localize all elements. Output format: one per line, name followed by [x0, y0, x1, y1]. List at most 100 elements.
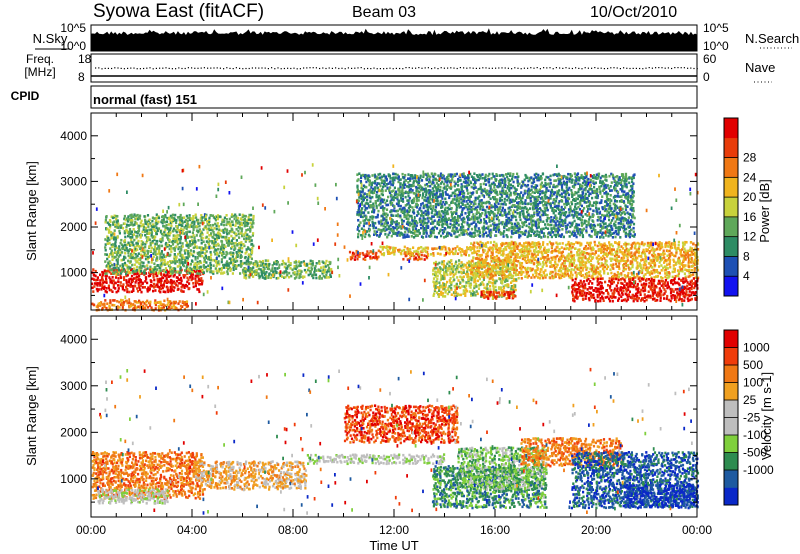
- data-cell: [274, 267, 277, 270]
- data-cell: [589, 244, 592, 247]
- data-cell: [123, 231, 126, 235]
- data-cell: [544, 250, 547, 253]
- data-cell: [169, 268, 172, 271]
- nave-point: [200, 67, 202, 69]
- data-cell: [96, 284, 99, 287]
- data-cell: [559, 256, 562, 259]
- data-cell: [592, 272, 595, 276]
- data-cell: [495, 279, 498, 283]
- data-cell: [492, 244, 495, 247]
- data-cell: [443, 254, 446, 257]
- data-cell: [156, 285, 159, 288]
- data-cell: [560, 257, 563, 261]
- data-cell: [157, 305, 160, 308]
- data-cell: [506, 255, 509, 259]
- data-cell: [200, 248, 203, 252]
- data-cell: [138, 274, 141, 278]
- data-cell: [647, 271, 650, 274]
- data-cell: [209, 264, 212, 267]
- data-cell: [264, 259, 267, 262]
- data-cell: [146, 281, 149, 285]
- data-cell: [374, 175, 377, 178]
- data-cell: [533, 241, 536, 245]
- data-cell: [320, 277, 323, 280]
- data-cell: [267, 275, 270, 278]
- data-cell: [201, 254, 204, 258]
- data-cell: [161, 239, 164, 242]
- data-cell: [212, 230, 215, 234]
- data-cell: [521, 265, 525, 269]
- data-cell: [513, 257, 516, 261]
- data-cell: [620, 245, 623, 248]
- data-cell: [163, 279, 167, 283]
- data-cell: [498, 272, 501, 275]
- data-cell: [651, 288, 654, 292]
- data-cell: [218, 232, 221, 236]
- data-cell: [199, 234, 202, 238]
- data-cell: [143, 302, 146, 305]
- data-cell: [579, 271, 582, 275]
- data-cell: [616, 242, 619, 245]
- data-cell: [222, 256, 225, 259]
- data-cell: [129, 277, 132, 281]
- data-cell: [677, 277, 681, 281]
- data-cell: [185, 234, 188, 238]
- data-cell: [625, 289, 628, 293]
- data-cell: [468, 264, 471, 267]
- data-cell: [484, 244, 487, 247]
- data-cell: [163, 230, 166, 234]
- data-cell: [462, 250, 465, 253]
- data-cell: [514, 271, 517, 275]
- data-cell: [241, 262, 244, 265]
- nave-point: [290, 67, 292, 70]
- data-cell: [129, 244, 132, 247]
- data-cell: [200, 218, 203, 221]
- nave-point: [101, 68, 103, 70]
- data-cell: [541, 243, 545, 246]
- data-cell: [607, 284, 610, 287]
- data-cell: [501, 282, 504, 285]
- data-cell: [303, 275, 306, 279]
- data-cell: [481, 271, 484, 274]
- data-cell: [147, 225, 150, 228]
- data-cell: [94, 269, 97, 273]
- data-cell: [649, 294, 652, 298]
- data-cell: [481, 257, 484, 261]
- data-cell: [531, 252, 534, 256]
- data-cell: [403, 245, 406, 249]
- data-cell: [96, 276, 99, 279]
- data-cell: [192, 254, 195, 258]
- data-cell: [175, 221, 178, 225]
- data-cell: [232, 266, 235, 270]
- data-cell: [659, 246, 662, 250]
- data-cell: [504, 246, 507, 249]
- data-cell: [512, 295, 515, 299]
- data-cell: [194, 261, 197, 265]
- data-cell: [108, 238, 111, 242]
- data-cell: [538, 261, 541, 264]
- data-cell: [671, 270, 674, 274]
- data-cell: [486, 241, 489, 244]
- data-cell: [499, 246, 502, 250]
- data-cell: [121, 265, 125, 268]
- data-cell: [183, 276, 186, 279]
- data-cell: [122, 283, 125, 286]
- nave-point: [587, 67, 589, 69]
- data-cell: [647, 290, 650, 293]
- data-cell: [120, 272, 123, 275]
- data-cell: [151, 225, 154, 228]
- data-cell: [234, 260, 237, 263]
- nave-point: [367, 67, 369, 70]
- data-cell: [231, 223, 235, 227]
- data-cell: [227, 242, 230, 245]
- data-cell: [129, 266, 132, 269]
- data-cell: [670, 296, 673, 300]
- data-cell: [111, 303, 114, 307]
- data-cell: [438, 293, 441, 296]
- data-cell: [370, 250, 373, 254]
- data-cell: [520, 262, 524, 265]
- data-cell: [123, 217, 126, 221]
- data-cell: [556, 245, 559, 249]
- data-cell: [690, 291, 693, 294]
- data-cell: [137, 227, 141, 230]
